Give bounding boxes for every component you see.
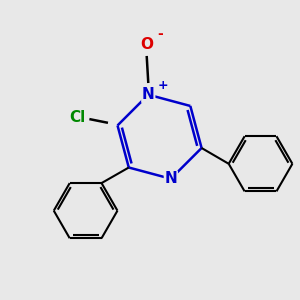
Text: Cl: Cl xyxy=(70,110,86,125)
Text: O: O xyxy=(140,37,153,52)
Text: -: - xyxy=(157,27,163,41)
Text: +: + xyxy=(157,79,168,92)
Text: N: N xyxy=(164,171,177,186)
Text: N: N xyxy=(142,87,155,102)
